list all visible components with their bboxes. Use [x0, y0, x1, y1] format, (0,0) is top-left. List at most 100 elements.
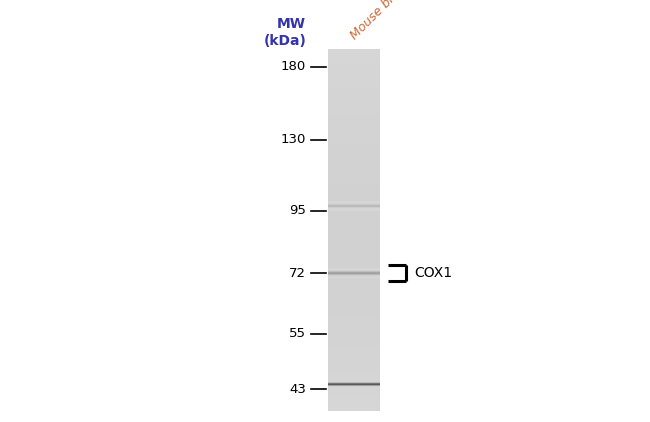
- Bar: [328, 195, 380, 196]
- Bar: [328, 275, 380, 276]
- Bar: [328, 127, 380, 128]
- Bar: [328, 108, 380, 109]
- Bar: [328, 265, 380, 266]
- Bar: [328, 206, 380, 207]
- Text: 72: 72: [289, 267, 306, 280]
- Bar: [328, 404, 380, 406]
- Bar: [328, 392, 380, 393]
- Bar: [328, 358, 380, 360]
- Bar: [328, 137, 380, 138]
- Bar: [328, 351, 380, 352]
- Bar: [328, 220, 380, 222]
- Bar: [328, 110, 380, 111]
- Bar: [328, 148, 380, 149]
- Bar: [328, 399, 380, 400]
- Bar: [328, 339, 380, 340]
- Bar: [328, 346, 380, 347]
- Bar: [328, 322, 380, 323]
- Bar: [328, 297, 380, 298]
- Bar: [328, 238, 380, 240]
- Bar: [328, 409, 380, 410]
- Bar: [328, 258, 380, 259]
- Bar: [328, 122, 380, 124]
- Text: (kDa): (kDa): [263, 34, 306, 48]
- Bar: [328, 354, 380, 356]
- Bar: [328, 387, 380, 389]
- Bar: [328, 286, 380, 287]
- Bar: [328, 56, 380, 57]
- Bar: [328, 349, 380, 350]
- Bar: [328, 249, 380, 251]
- Bar: [328, 171, 380, 172]
- Bar: [328, 75, 380, 76]
- Bar: [328, 180, 380, 181]
- Bar: [328, 161, 380, 162]
- Bar: [328, 294, 380, 295]
- Bar: [328, 185, 380, 187]
- Bar: [328, 168, 380, 170]
- Bar: [328, 100, 380, 102]
- Bar: [328, 163, 380, 165]
- Bar: [328, 68, 380, 69]
- Bar: [328, 211, 380, 212]
- Bar: [328, 353, 380, 354]
- Bar: [328, 234, 380, 235]
- Bar: [328, 96, 380, 97]
- Bar: [328, 315, 380, 316]
- Bar: [328, 244, 380, 246]
- Bar: [328, 376, 380, 378]
- Bar: [328, 338, 380, 339]
- Bar: [328, 299, 380, 300]
- Bar: [328, 149, 380, 150]
- Bar: [328, 154, 380, 155]
- Bar: [328, 248, 380, 249]
- Bar: [328, 170, 380, 171]
- Bar: [328, 167, 380, 168]
- Bar: [328, 391, 380, 392]
- Text: 43: 43: [289, 383, 306, 396]
- Text: Mouse brain: Mouse brain: [348, 0, 411, 42]
- Bar: [328, 295, 380, 297]
- Bar: [328, 173, 380, 174]
- Bar: [328, 327, 380, 328]
- Bar: [328, 142, 380, 143]
- Bar: [328, 150, 380, 151]
- Bar: [328, 205, 380, 206]
- Bar: [328, 74, 380, 75]
- Bar: [328, 306, 380, 307]
- Bar: [328, 141, 380, 142]
- Bar: [328, 143, 380, 144]
- Bar: [328, 301, 380, 303]
- Bar: [328, 243, 380, 244]
- Bar: [328, 288, 380, 289]
- Bar: [328, 208, 380, 209]
- Bar: [328, 58, 380, 60]
- Bar: [328, 189, 380, 190]
- Bar: [328, 241, 380, 242]
- Bar: [328, 213, 380, 214]
- Bar: [328, 283, 380, 284]
- Bar: [328, 197, 380, 198]
- Bar: [328, 98, 380, 99]
- Bar: [328, 247, 380, 248]
- Bar: [328, 273, 380, 275]
- Bar: [328, 225, 380, 226]
- Bar: [328, 156, 380, 157]
- Bar: [328, 166, 380, 167]
- Bar: [328, 378, 380, 379]
- Bar: [328, 109, 380, 110]
- Bar: [328, 229, 380, 230]
- Bar: [328, 49, 380, 50]
- Bar: [328, 183, 380, 184]
- Bar: [328, 178, 380, 179]
- Bar: [328, 373, 380, 374]
- Bar: [328, 328, 380, 329]
- Bar: [328, 99, 380, 100]
- Bar: [328, 271, 380, 272]
- Bar: [328, 362, 380, 363]
- Bar: [328, 132, 380, 133]
- Bar: [328, 190, 380, 191]
- Bar: [328, 78, 380, 79]
- Bar: [328, 133, 380, 135]
- Bar: [328, 304, 380, 305]
